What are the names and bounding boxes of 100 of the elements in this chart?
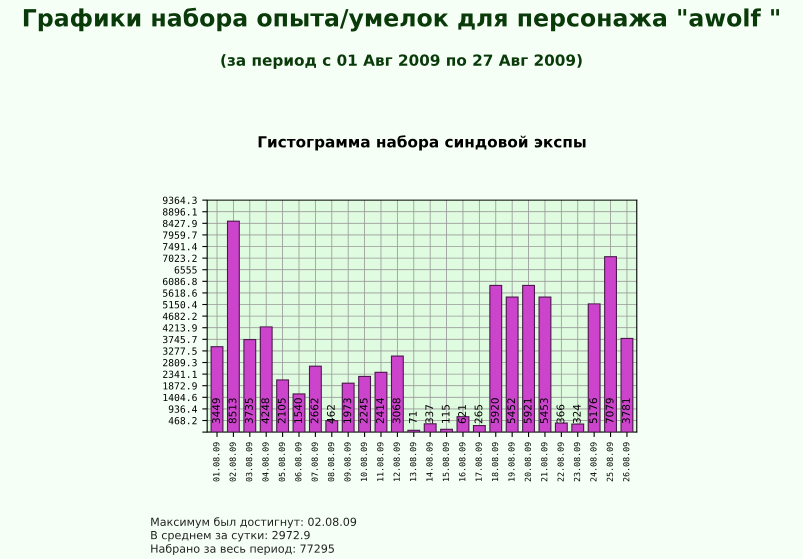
y-tick-label: 4213.9: [162, 324, 197, 332]
y-tick-label: 4682.2: [162, 312, 197, 320]
x-tick-label: 15.08.09: [442, 442, 450, 481]
y-tick-label: 3745.7: [162, 336, 197, 344]
x-tick-label: 12.08.09: [394, 442, 400, 481]
text: В среднем за сутки: 2972.9: [151, 530, 310, 542]
y-tick-label: 7491.4: [162, 243, 197, 250]
y-tick-label: 2341.1: [163, 370, 197, 378]
data-label: 4248: [261, 398, 270, 424]
bar: [358, 376, 372, 432]
x-tick-label: 16.08.09: [459, 442, 466, 481]
data-label: 3735: [244, 398, 253, 424]
bar: [374, 372, 388, 432]
bar: [571, 424, 584, 432]
y-tick-label: 8896.1: [162, 208, 197, 216]
x-tick-label: 19.08.09: [508, 442, 515, 481]
y-tick-label: 6086.8: [162, 278, 197, 286]
bar: [440, 428, 454, 432]
data-label: 7079: [606, 398, 614, 424]
data-label: 71: [409, 412, 417, 424]
bar: [308, 366, 322, 432]
x-tick-label: 03.08.09: [246, 442, 252, 482]
data-label: 115: [442, 405, 450, 423]
bar: [554, 422, 568, 432]
x-tick-label: 04.08.09: [262, 442, 269, 482]
bar: [260, 326, 273, 432]
bar: [472, 424, 486, 432]
bar: [538, 296, 552, 432]
x-tick-label: 17.08.09: [476, 442, 482, 481]
y-tick-label: 5618.6: [163, 289, 197, 297]
text: (за период с 01 Авг 2009 по 27 Авг 2009): [221, 54, 582, 69]
data-label: 324: [572, 404, 581, 424]
data-label: 5453: [540, 398, 548, 424]
data-label: 1540: [294, 398, 302, 423]
bar: [226, 220, 240, 432]
x-tick-label: 14.08.09: [426, 442, 433, 481]
x-tick-label: 09.08.09: [344, 442, 351, 482]
data-label: 5176: [589, 398, 598, 424]
data-label: 3068: [392, 398, 400, 424]
bar: [522, 284, 536, 432]
bar: [210, 346, 224, 432]
bar: [489, 284, 502, 432]
x-tick-label: 18.08.09: [492, 442, 498, 481]
x-tick-label: 25.08.09: [606, 442, 613, 482]
text: Максимум был достигнут: 02.08.09: [151, 517, 356, 528]
data-label: 2414: [376, 398, 384, 424]
data-label: 3449: [212, 398, 220, 424]
y-tick-label: 2809.3: [163, 359, 197, 366]
data-label: 2245: [360, 398, 368, 424]
bar: [424, 423, 437, 432]
y-tick-label: 936.4: [168, 405, 197, 413]
data-label: 3781: [622, 398, 630, 424]
data-label: 337: [425, 404, 434, 424]
x-tick-label: 22.08.09: [557, 442, 564, 482]
data-label: 2662: [310, 398, 318, 424]
y-tick-label: 7959.7: [162, 231, 197, 239]
bar: [506, 296, 519, 432]
text: Набрано за весь период: 77295: [151, 544, 334, 555]
bar: [342, 382, 355, 432]
x-tick-label: 26.08.09: [623, 442, 630, 482]
x-tick-label: 13.08.09: [410, 442, 416, 481]
data-label: 5921: [524, 398, 532, 424]
x-tick-label: 21.08.09: [541, 442, 548, 482]
x-tick-label: 08.08.09: [328, 442, 334, 482]
x-tick-label: 23.08.09: [574, 442, 580, 482]
y-tick-label: 9364.3: [162, 196, 197, 204]
bar: [588, 303, 601, 432]
bar: [243, 339, 256, 432]
y-tick-label: 8427.9: [162, 220, 197, 228]
x-tick-label: 11.08.09: [377, 442, 384, 481]
y-tick-label: 7023.2: [162, 254, 197, 262]
y-tick-label: 468.2: [168, 417, 197, 424]
data-label: 2105: [278, 398, 286, 424]
data-label: 462: [326, 405, 335, 424]
y-tick-label: 6555: [174, 266, 197, 274]
bar: [390, 356, 404, 432]
data-label: 621: [458, 405, 466, 424]
chart-subtitle: Графики набора опыта/умелок для персонажа "awolf ": [24, 8, 779, 32]
y-tick-label: 1404.6: [164, 394, 197, 402]
bar: [276, 379, 290, 432]
data-label: 5452: [507, 398, 516, 424]
x-tick-label: 01.08.09: [213, 442, 220, 482]
bar: [620, 338, 634, 432]
bar: [604, 256, 617, 432]
data-label: 265: [474, 405, 482, 424]
x-tick-label: 10.08.09: [360, 442, 368, 481]
data-label: 8513: [228, 398, 236, 424]
y-tick-label: 3277.5: [162, 347, 197, 355]
data-label: 5920: [490, 398, 499, 424]
x-tick-label: 20.08.09: [524, 442, 531, 482]
chart-title: Гистограмма набора синдовой экспы: [258, 135, 586, 151]
data-label: 1973: [343, 398, 352, 423]
x-tick-label: 05.08.09: [278, 442, 286, 482]
y-tick-label: 1872.9: [164, 382, 197, 390]
x-tick-label: 07.08.09: [312, 442, 318, 482]
x-tick-label: 24.08.09: [590, 442, 597, 482]
data-label: 366: [556, 404, 564, 424]
x-tick-label: 06.08.09: [295, 442, 302, 482]
y-tick-label: 5150.4: [163, 301, 197, 308]
x-tick-label: 02.08.09: [230, 442, 236, 482]
